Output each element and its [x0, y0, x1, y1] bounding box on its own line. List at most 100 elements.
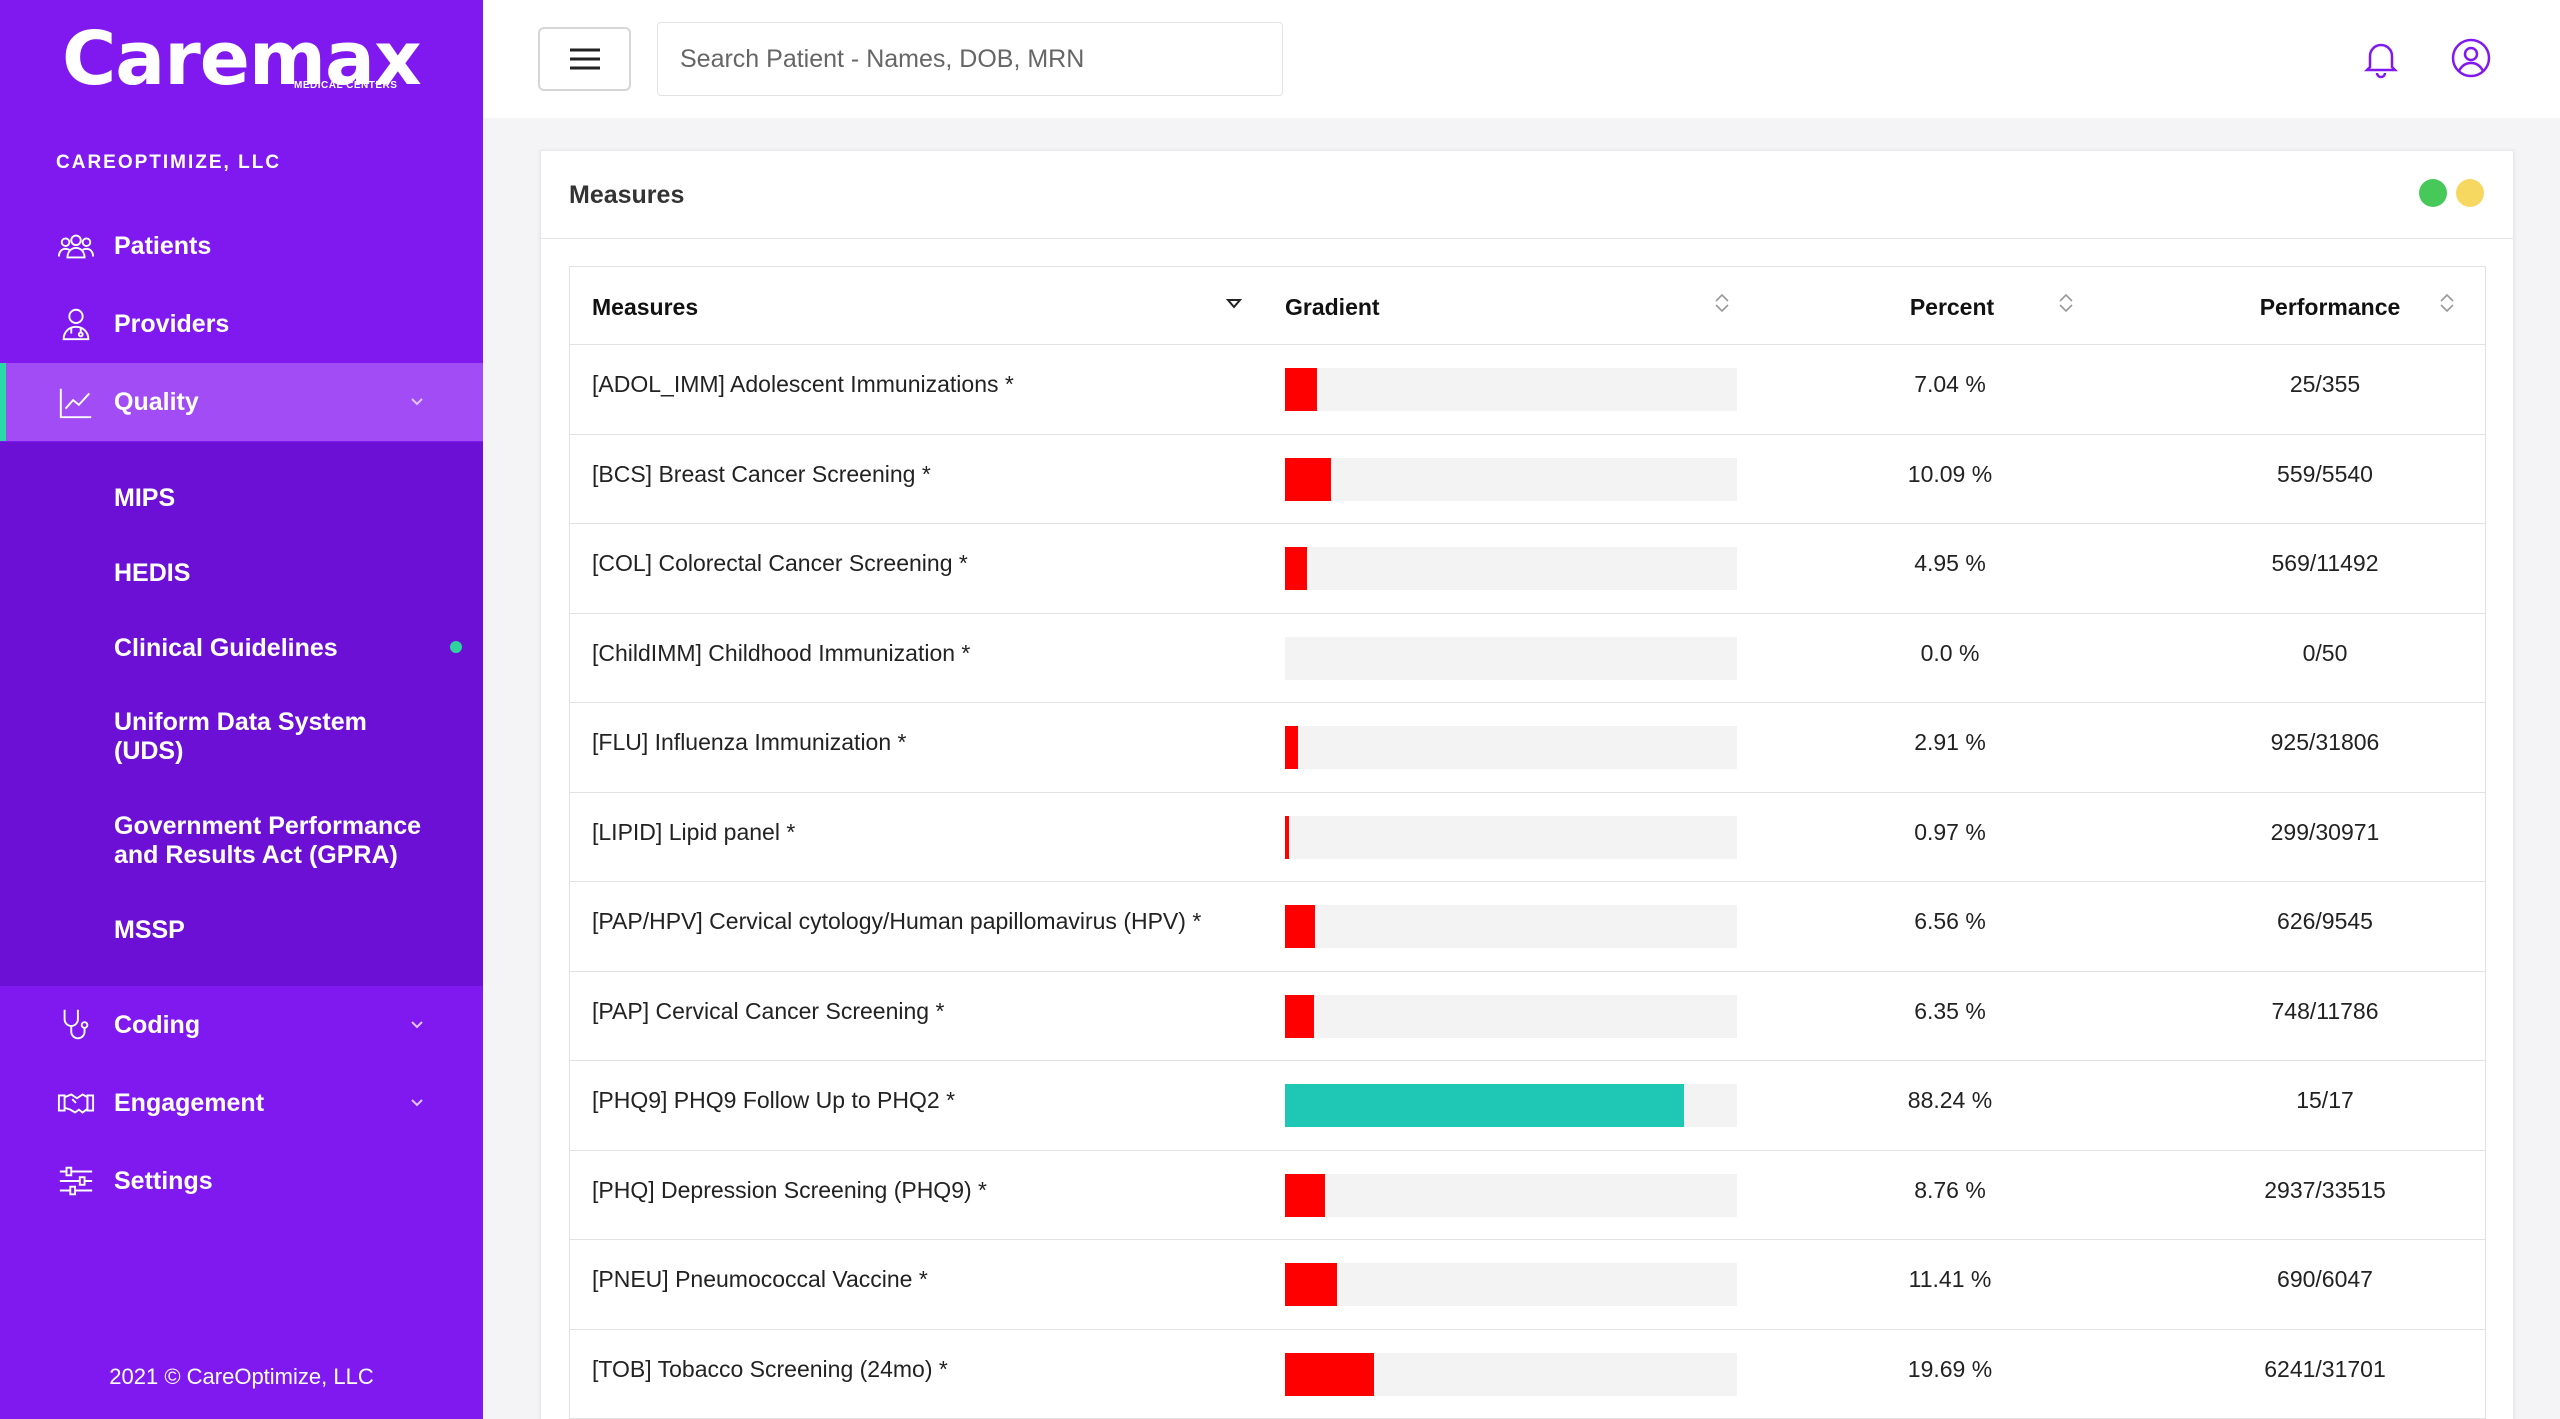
chevron-down-icon [411, 1021, 423, 1029]
sidebar-item-coding[interactable]: Coding [0, 986, 483, 1064]
card-title: Measures [569, 181, 685, 209]
measure-name: [FLU] Influenza Immunization * [592, 729, 907, 755]
column-header-measures[interactable]: Measures [592, 294, 699, 320]
measures-card: Measures Measures Gradient Percent Perfo… [540, 150, 2514, 1419]
measure-name: [TOB] Tobacco Screening (24mo) * [592, 1355, 948, 1382]
table-row[interactable]: [PHQ] Depression Screening (PHQ9) * 8.76 … [570, 1151, 2485, 1240]
bell-icon[interactable] [2359, 36, 2403, 80]
submenu-item-mips[interactable]: MIPS [114, 484, 176, 512]
percent-value: 11.41 % [1908, 1266, 1992, 1292]
sidebar-item-label: Providers [114, 309, 230, 338]
gradient-bar-track [1285, 368, 1737, 411]
measure-name: [PHQ9] PHQ9 Follow Up to PHQ2 * [592, 1087, 956, 1113]
gradient-bar-track [1285, 1352, 1737, 1396]
performance-value: 0/50 [2302, 639, 2348, 666]
percent-value: 6.35 % [1914, 997, 1986, 1024]
users-icon [56, 226, 96, 266]
provider-icon [56, 304, 96, 344]
table-row[interactable]: [PHQ9] PHQ9 Follow Up to PHQ2 * 88.24 % 15… [570, 1061, 2485, 1151]
logo-text: Caremax [62, 16, 422, 102]
logo-tagline: MEDICAL CENTERS [294, 80, 398, 91]
submenu-item-uds[interactable]: Uniform Data System (UDS) [114, 708, 367, 765]
sidebar-item-engagement[interactable]: Engagement [0, 1064, 483, 1142]
table-row[interactable]: [COL] Colorectal Cancer Screening * 4.95 … [570, 524, 2485, 614]
gradient-bar-track [1285, 726, 1737, 769]
percent-value: 8.76 % [1914, 1176, 1986, 1203]
menu-toggle-button[interactable] [538, 27, 631, 91]
table-body: [ADOL_IMM] Adolescent Immunizations * 7.0… [570, 345, 2485, 1419]
chevron-down-icon [411, 398, 423, 406]
gradient-bar-fill [1285, 1084, 1684, 1127]
table-row[interactable]: [FLU] Influenza Immunization * 2.91 % 925/… [570, 703, 2485, 793]
sidebar-item-label: Coding [114, 1010, 201, 1039]
gradient-bar-track [1285, 547, 1737, 590]
sidebar: Caremax MEDICAL CENTERS CAREOPTIMIZE, LL… [0, 0, 483, 1419]
table-row[interactable]: [PNEU] Pneumococcal Vaccine * 11.41 % 690/… [570, 1240, 2485, 1330]
gradient-bar-fill [1285, 457, 1331, 501]
percent-value: 19.69 % [1907, 1355, 1993, 1382]
status-dot-yellow [2456, 179, 2484, 207]
sidebar-item-providers[interactable]: Providers [0, 285, 483, 363]
gradient-bar-track [1285, 905, 1737, 948]
table-row[interactable]: [ChildIMM] Childhood Immunization * 0.0 %… [570, 614, 2485, 703]
percent-value: 88.24 % [1907, 1087, 1993, 1113]
card-divider [541, 238, 2513, 239]
column-header-percent[interactable]: Percent [1909, 294, 1995, 320]
performance-value: 690/6047 [2277, 1266, 2373, 1292]
gradient-bar-track [1285, 1173, 1737, 1217]
submenu-item-mssp[interactable]: MSSP [114, 916, 185, 944]
sort-icon[interactable] [2057, 291, 2075, 315]
sidebar-item-quality[interactable]: Quality [0, 363, 483, 441]
table-row[interactable]: [LIPID] Lipid panel * 0.97 % 299/30971 [570, 793, 2485, 882]
column-header-gradient[interactable]: Gradient [1285, 294, 1380, 320]
user-account-icon[interactable] [2449, 36, 2493, 80]
table-header: Measures Gradient Percent Performance [570, 267, 2485, 345]
gradient-bar-fill [1285, 1352, 1374, 1396]
sidebar-item-label: Patients [114, 231, 212, 260]
sort-desc-icon[interactable] [1225, 291, 1243, 315]
gradient-bar-track [1285, 815, 1737, 859]
gradient-bar-fill [1285, 905, 1315, 948]
percent-value: 7.04 % [1914, 371, 1986, 397]
sidebar-item-patients[interactable]: Patients [0, 207, 483, 285]
measure-name: [ChildIMM] Childhood Immunization * [592, 639, 971, 666]
sidebar-item-label: Engagement [114, 1088, 265, 1117]
gradient-bar-fill [1285, 1173, 1325, 1217]
table-row[interactable]: [TOB] Tobacco Screening (24mo) * 19.69 % 6… [570, 1330, 2485, 1419]
measures-table: Measures Gradient Percent Performance [A… [569, 266, 2486, 1419]
performance-value: 925/31806 [2270, 729, 2380, 755]
submenu-item-hedis[interactable]: HEDIS [114, 559, 191, 587]
performance-value: 2937/33515 [2264, 1176, 2386, 1203]
sort-icon[interactable] [1713, 291, 1731, 315]
table-row[interactable]: [BCS] Breast Cancer Screening * 10.09 % 55… [570, 435, 2485, 524]
performance-value: 6241/31701 [2264, 1355, 2386, 1382]
caremax-logo[interactable]: Caremax MEDICAL CENTERS [62, 14, 422, 104]
table-row[interactable]: [PAP] Cervical Cancer Screening * 6.35 % 7… [570, 972, 2485, 1061]
percent-value: 0.0 % [1920, 639, 1980, 666]
performance-value: 299/30971 [2270, 818, 2380, 845]
sidebar-item-label: Settings [114, 1166, 213, 1195]
gradient-bar-track [1285, 636, 1737, 680]
column-header-performance[interactable]: Performance [2259, 294, 2401, 320]
measure-name: [PHQ] Depression Screening (PHQ9) * [592, 1176, 987, 1203]
submenu-item-gpra[interactable]: Government Performance and Results Act (… [114, 812, 422, 869]
top-header [483, 0, 2560, 118]
percent-value: 4.95 % [1914, 550, 1986, 576]
gradient-bar-track [1285, 457, 1737, 501]
handshake-icon [56, 1083, 96, 1123]
submenu-item-clinical-guidelines[interactable]: Clinical Guidelines [114, 634, 338, 662]
table-row[interactable]: [PAP/HPV] Cervical cytology/Human papill… [570, 882, 2485, 972]
table-row[interactable]: [ADOL_IMM] Adolescent Immunizations * 7.0… [570, 345, 2485, 435]
gradient-bar-track [1285, 1084, 1737, 1127]
chart-line-icon [56, 382, 96, 422]
sort-icon[interactable] [2438, 291, 2456, 315]
chevron-down-icon [411, 1099, 423, 1107]
measure-name: [LIPID] Lipid panel * [592, 818, 796, 845]
sidebar-item-settings[interactable]: Settings [0, 1142, 483, 1220]
percent-value: 2.91 % [1914, 729, 1986, 755]
performance-value: 569/11492 [2271, 550, 2379, 576]
search-input[interactable] [657, 22, 1283, 96]
measure-name: [ADOL_IMM] Adolescent Immunizations * [592, 371, 1014, 397]
measure-name: [PAP] Cervical Cancer Screening * [592, 997, 945, 1024]
measure-name: [PAP/HPV] Cervical cytology/Human papill… [592, 908, 1202, 934]
